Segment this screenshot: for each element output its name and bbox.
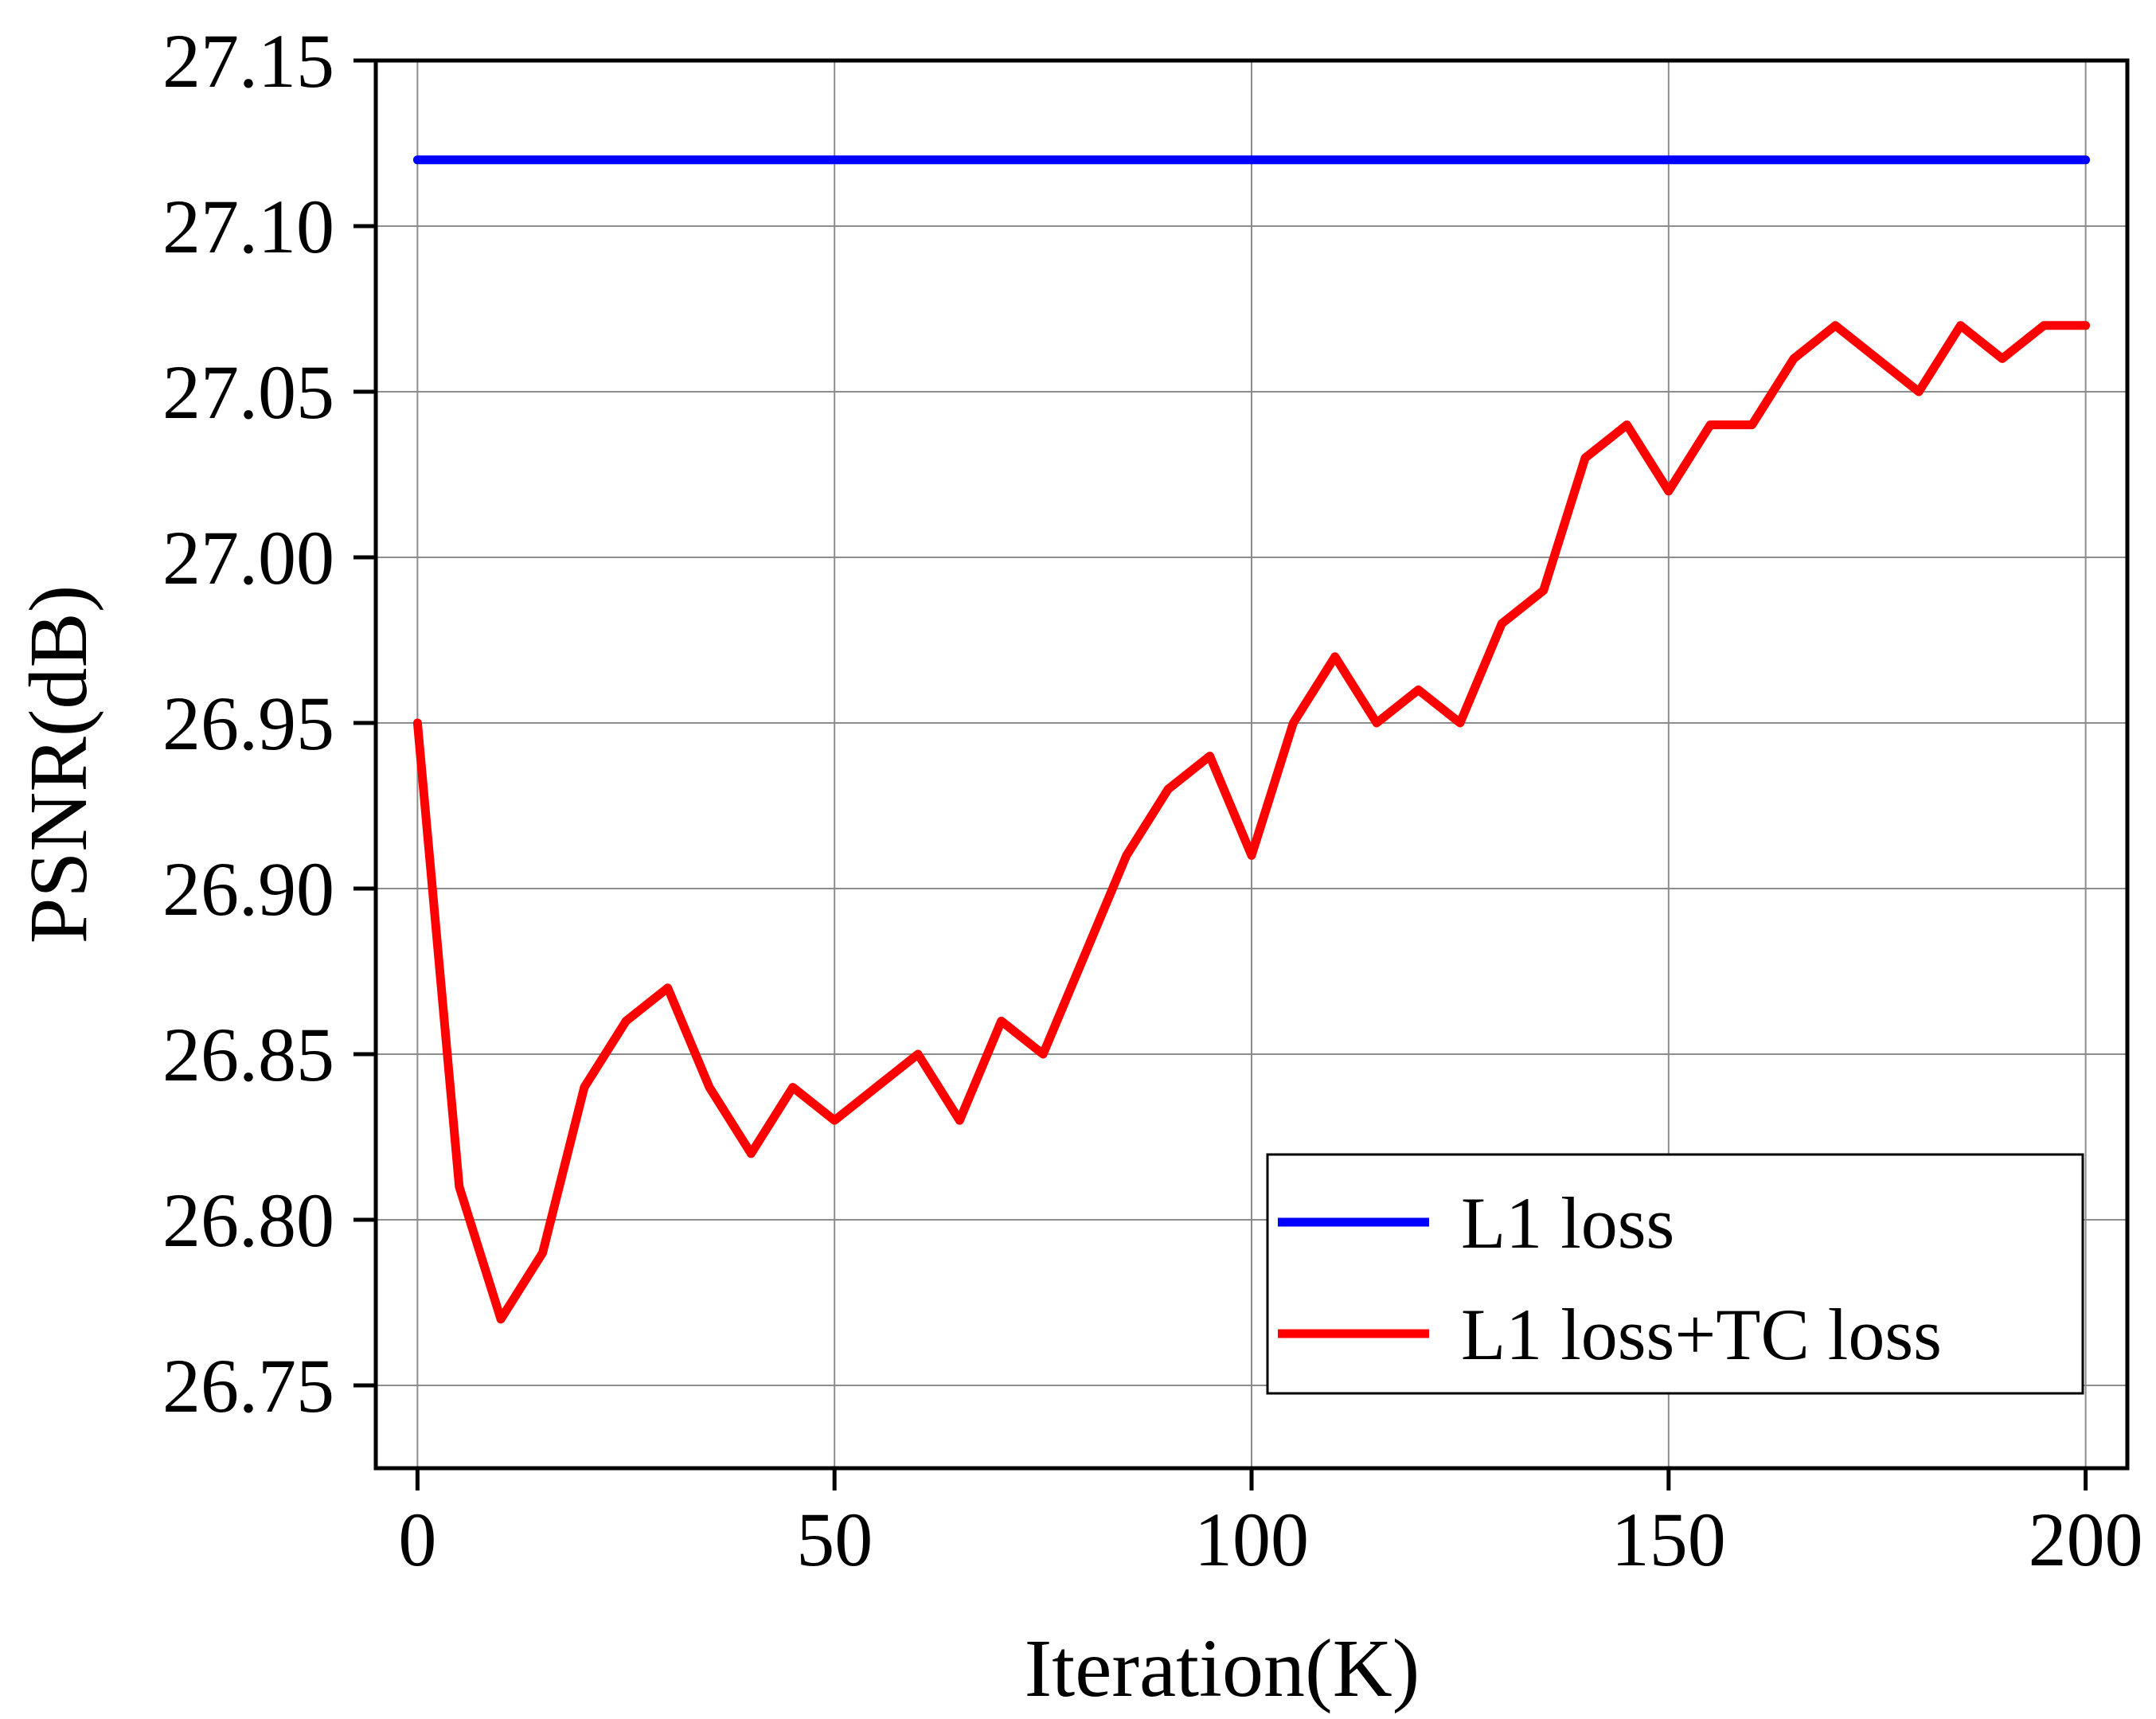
x-tick-label: 0 <box>398 1497 436 1582</box>
legend-label-l1-loss: L1 loss <box>1461 1182 1674 1264</box>
y-tick-label: 26.95 <box>162 681 334 766</box>
x-tick-label: 100 <box>1194 1497 1309 1582</box>
legend-label-l1-tc-loss: L1 loss+TC loss <box>1461 1294 1942 1375</box>
y-tick-label: 27.10 <box>162 184 334 269</box>
x-tick-label: 150 <box>1611 1497 1726 1582</box>
y-tick-label: 26.85 <box>162 1012 334 1097</box>
y-tick-label: 26.75 <box>162 1343 334 1428</box>
y-tick-label: 26.90 <box>162 846 334 932</box>
tick-labels-layer: 0 50 100 150 200 26.75 26.80 26.85 26.90 26.95 27.… <box>162 18 2143 1582</box>
x-tick-label: 200 <box>2029 1497 2143 1582</box>
ticks-layer <box>353 58 2088 1490</box>
y-tick-label: 27.00 <box>162 515 334 600</box>
x-axis-title: Iteration(K) <box>1025 1623 1420 1714</box>
y-tick-label: 26.80 <box>162 1178 334 1263</box>
y-tick-label: 27.15 <box>162 18 334 104</box>
series-layer <box>412 155 2091 1324</box>
legend: L1 loss L1 loss+TC loss <box>1266 1153 2084 1395</box>
legend-box <box>1266 1153 2084 1395</box>
series-line-l1-tc-loss <box>412 321 2091 1324</box>
y-axis-title: PSNR(dB) <box>13 585 104 944</box>
y-tick-label: 27.05 <box>162 350 334 435</box>
x-tick-label: 50 <box>796 1497 873 1582</box>
